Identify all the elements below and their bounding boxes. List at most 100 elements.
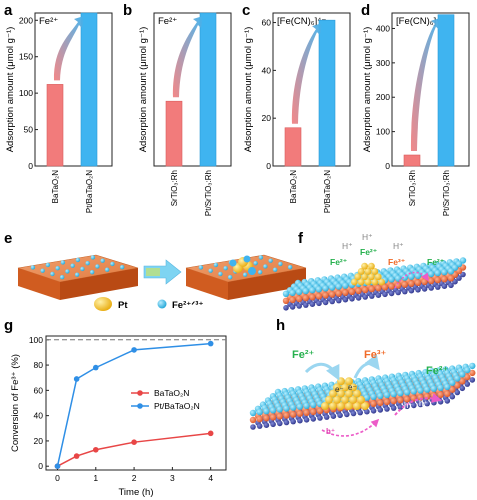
- y-tick-label: 200: [19, 15, 33, 25]
- electron-label-2: e⁻: [348, 383, 357, 392]
- lattice-atom: [315, 286, 323, 293]
- lattice-atom: [289, 304, 296, 310]
- data-point: [92, 446, 99, 453]
- lattice-atom: [249, 416, 257, 424]
- fe-ion: [253, 261, 258, 266]
- lattice-atom: [415, 287, 421, 293]
- schematic-e: Pt Fe²⁺ᐟ³⁺: [17, 254, 307, 311]
- fe-ion: [287, 265, 293, 270]
- data-point: [207, 340, 214, 347]
- lattice-atom: [424, 400, 431, 407]
- chart-annotation: Fe²⁺: [158, 16, 177, 27]
- fe-ion: [110, 261, 115, 267]
- y-tick-label: 60: [34, 385, 44, 395]
- lattice-atom: [449, 379, 456, 386]
- panel-label-h: h: [276, 317, 285, 334]
- lattice-atom: [395, 289, 402, 296]
- lattice-atom: [256, 415, 263, 423]
- pt-atom: [361, 273, 368, 281]
- panel-label-d: d: [361, 2, 370, 19]
- bar-chart-b: Adsorption amount (μmol g⁻¹) Fe²⁺ SrTiO₃:R…: [138, 12, 232, 216]
- lattice-atom: [441, 283, 448, 290]
- pt-atom: [364, 278, 372, 286]
- bar-pt: [437, 14, 455, 167]
- lattice-atom: [431, 399, 437, 406]
- pt-atom: [337, 402, 345, 410]
- lattice-atom: [283, 412, 290, 419]
- pt-atom: [357, 395, 365, 404]
- lattice-atom: [276, 406, 283, 413]
- y-tick-label: 200: [376, 92, 390, 102]
- lattice-atom: [296, 288, 303, 296]
- lattice-atom: [459, 378, 466, 385]
- lattice-atom: [302, 294, 309, 302]
- data-point: [54, 463, 61, 470]
- increase-arrow: [172, 16, 203, 98]
- y-tick-label: 0: [28, 161, 33, 171]
- lattice-atom: [296, 410, 304, 417]
- lattice-atom: [315, 293, 323, 300]
- pt-atom: [357, 268, 365, 275]
- x-tick-label: BaTaO₂N: [289, 170, 298, 204]
- lattice-atom: [469, 377, 476, 383]
- lattice-atom: [302, 287, 309, 295]
- lattice-atom: [329, 284, 336, 291]
- lattice-atom: [316, 300, 322, 307]
- pt-cluster-e: [229, 255, 256, 275]
- hole-label-3: h⁺: [419, 399, 428, 408]
- y-tick-label: 0: [266, 161, 271, 171]
- pt-atom: [345, 377, 353, 386]
- lattice-atom: [289, 289, 296, 297]
- lattice-atom: [363, 394, 371, 401]
- lattice-atom: [276, 413, 283, 420]
- lattice-atom: [330, 413, 337, 420]
- lattice-atom: [322, 292, 329, 299]
- fe-ion: [268, 258, 273, 263]
- data-point: [73, 453, 80, 459]
- lattice-atom: [388, 290, 395, 297]
- plot-frame-d: [391, 12, 470, 167]
- lattice-atom: [390, 390, 397, 398]
- increase-arrow: [53, 16, 84, 81]
- lattice-atom: [464, 373, 471, 381]
- lattice-atom: [310, 401, 317, 409]
- lattice-atom: [428, 270, 435, 278]
- x-tick-label: BaTaO₂N: [51, 170, 60, 204]
- panel-label-c: c: [242, 2, 250, 19]
- lattice-atom: [323, 414, 330, 420]
- lattice-atom: [303, 302, 309, 308]
- process-arrow: [143, 259, 182, 285]
- lattice-atom: [322, 285, 329, 292]
- bar-bare: [284, 127, 302, 167]
- data-point: [92, 364, 99, 371]
- bar-pt: [318, 19, 336, 167]
- pt-atom: [337, 377, 345, 386]
- lattice-atom: [388, 283, 395, 290]
- pt-atom: [361, 402, 369, 410]
- lattice-atom: [447, 275, 455, 282]
- lattice-atom: [362, 286, 369, 294]
- pt-atom: [361, 262, 368, 270]
- fe-ion-legend-icon: [157, 299, 167, 309]
- lattice-atom: [370, 393, 377, 400]
- lattice-atom: [397, 390, 404, 397]
- h-plus-label-2: H⁺: [362, 232, 373, 242]
- lattice-atom: [329, 298, 336, 305]
- y-axis-label: Adsorption amount (μmol g⁻¹): [138, 27, 149, 153]
- lattice-atom: [437, 399, 444, 405]
- pt-atom: [337, 389, 345, 398]
- lattice-atom: [329, 291, 336, 298]
- lattice-atom: [316, 407, 324, 415]
- lattice-atom: [390, 405, 397, 411]
- pt-legend-label: Pt: [118, 300, 128, 311]
- lattice-atom: [434, 269, 441, 277]
- lattice-atom: [421, 286, 428, 292]
- pt-atom: [341, 395, 349, 404]
- pt-atom: [341, 383, 349, 392]
- fe-ion: [242, 272, 248, 277]
- fe-ion: [60, 260, 66, 265]
- data-point: [131, 439, 137, 445]
- legend-swatch-marker: [137, 403, 143, 409]
- fe2-label-1: Fe²⁺: [330, 257, 347, 267]
